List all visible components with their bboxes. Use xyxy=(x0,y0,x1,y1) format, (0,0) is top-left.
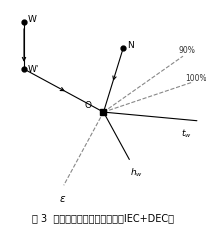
Text: 图 3  间接＋直接蒸发冷却过程（IEC+DEC）: 图 3 间接＋直接蒸发冷却过程（IEC+DEC） xyxy=(32,213,174,223)
Text: 100%: 100% xyxy=(184,74,206,83)
Text: W: W xyxy=(28,15,37,24)
Text: N: N xyxy=(127,41,133,50)
Text: $h_w$: $h_w$ xyxy=(130,167,143,180)
Text: W': W' xyxy=(28,65,39,74)
Text: $t_w$: $t_w$ xyxy=(180,127,191,140)
Text: 90%: 90% xyxy=(177,46,194,55)
Text: O: O xyxy=(84,101,91,110)
Text: $\varepsilon$: $\varepsilon$ xyxy=(59,194,66,204)
